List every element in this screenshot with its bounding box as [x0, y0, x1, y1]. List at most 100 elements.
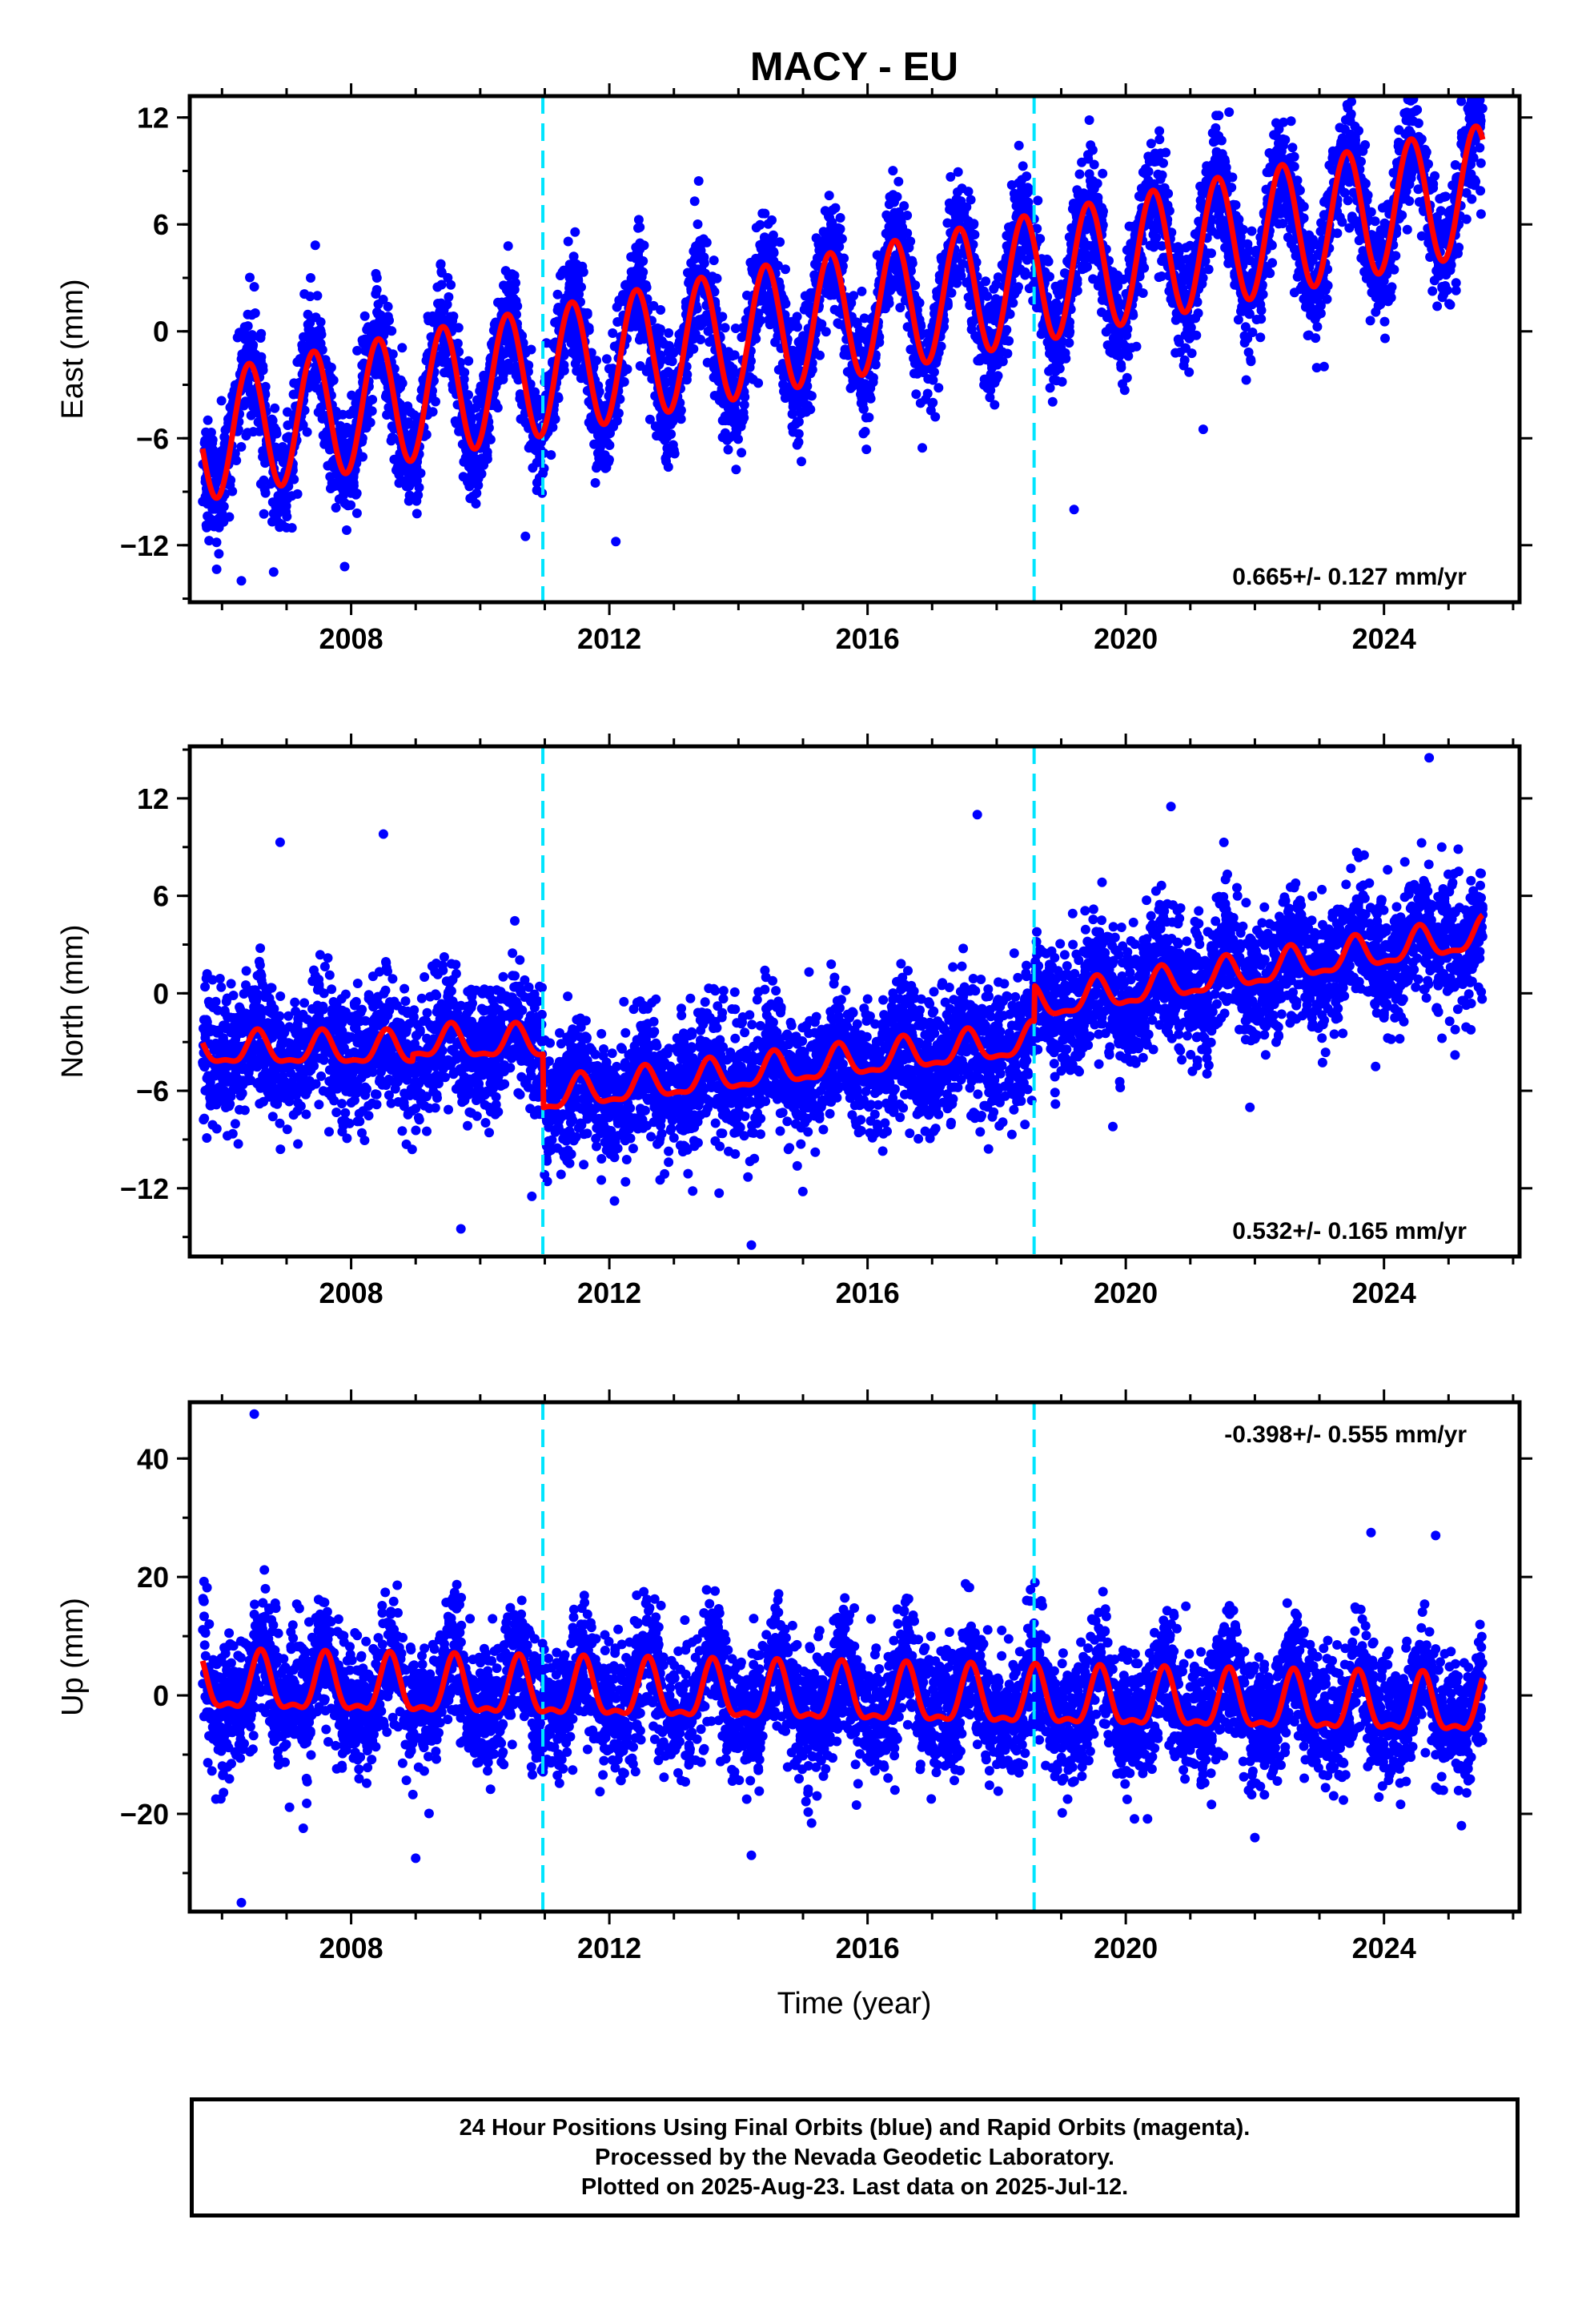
- east-point: [380, 392, 391, 402]
- east-point: [1033, 195, 1043, 206]
- east-point: [446, 279, 456, 290]
- east-point: [857, 286, 867, 296]
- east-point: [1343, 195, 1353, 206]
- east-point: [1122, 372, 1132, 383]
- east-point: [893, 217, 903, 227]
- east-point: [1287, 143, 1298, 153]
- east-point: [287, 523, 297, 533]
- east-point: [211, 537, 222, 548]
- east-point: [698, 234, 709, 244]
- east-point: [1312, 322, 1323, 332]
- east-point: [1411, 58, 1420, 68]
- east-point: [1404, 83, 1414, 93]
- east-point: [1430, 171, 1440, 181]
- east-point: [406, 407, 416, 417]
- east-point: [1246, 356, 1256, 367]
- east-point: [204, 536, 215, 546]
- east-point: [1349, 80, 1359, 90]
- east-point: [1022, 171, 1032, 182]
- east-point: [1244, 309, 1255, 319]
- east-point: [1319, 361, 1329, 372]
- east-point: [917, 443, 927, 453]
- east-point: [1126, 239, 1136, 249]
- east-point: [1006, 180, 1017, 190]
- east-point: [661, 453, 671, 464]
- east-point: [1018, 161, 1028, 171]
- east-point: [1157, 241, 1167, 251]
- east-point: [1350, 121, 1360, 131]
- east-point: [1432, 301, 1443, 312]
- east-point: [601, 354, 612, 364]
- east-scatter: [198, 58, 1488, 586]
- east-point: [929, 367, 939, 377]
- east-point: [1273, 60, 1283, 70]
- east-point: [302, 427, 312, 437]
- east-point: [1059, 268, 1070, 278]
- east-point: [1049, 375, 1059, 384]
- east-point: [763, 304, 773, 315]
- east-point: [934, 383, 944, 393]
- east-point: [664, 328, 674, 338]
- east-point: [247, 310, 257, 320]
- east-point: [953, 167, 963, 177]
- east-point: [351, 508, 362, 518]
- east-point: [726, 373, 737, 384]
- east-point: [1451, 278, 1461, 288]
- east-point: [312, 291, 323, 301]
- east-point: [570, 227, 580, 237]
- east-point: [1315, 227, 1326, 236]
- east-point: [675, 407, 685, 417]
- east-point: [1344, 177, 1355, 187]
- east-point: [1158, 158, 1168, 168]
- east-point: [1339, 124, 1350, 135]
- east-point: [214, 549, 224, 559]
- east-point: [1045, 383, 1055, 393]
- east-point: [851, 317, 861, 328]
- east-point: [1379, 316, 1390, 327]
- east-point: [412, 509, 422, 519]
- east-point: [1385, 286, 1395, 296]
- east-point: [648, 300, 659, 311]
- east-point: [203, 415, 213, 425]
- east-point: [328, 462, 339, 472]
- east-point: [1134, 191, 1144, 201]
- east-point: [1077, 157, 1087, 167]
- east-point: [1161, 147, 1171, 158]
- east-point: [781, 264, 790, 275]
- east-point: [889, 207, 900, 218]
- east-point: [306, 273, 315, 283]
- east-point: [1211, 123, 1221, 133]
- east-point: [1255, 332, 1266, 343]
- east-point: [1267, 240, 1277, 251]
- east-point: [270, 403, 280, 413]
- east-point: [957, 183, 967, 194]
- east-point: [1178, 360, 1189, 371]
- east-point: [1247, 226, 1257, 236]
- east-point: [299, 346, 309, 356]
- east-point: [790, 419, 801, 429]
- east-point: [892, 191, 902, 202]
- east-point: [588, 424, 598, 434]
- east-point: [1383, 296, 1393, 307]
- east-point: [1365, 316, 1375, 326]
- east-point: [310, 240, 320, 251]
- east-point: [1278, 219, 1288, 228]
- east-point: [682, 369, 693, 380]
- east-point: [1115, 339, 1126, 349]
- east-point: [793, 428, 804, 439]
- east-point: [1475, 143, 1485, 153]
- east-point: [1184, 367, 1195, 377]
- east-point: [1044, 366, 1054, 376]
- east-point: [663, 462, 673, 472]
- east-point: [267, 517, 277, 527]
- east-point: [895, 303, 905, 313]
- east-point: [720, 323, 730, 333]
- east-point: [1203, 264, 1214, 275]
- east-point: [888, 166, 898, 176]
- east-point: [635, 361, 645, 371]
- east-point: [1380, 333, 1390, 344]
- east-point: [696, 335, 705, 344]
- east-point: [1143, 151, 1154, 162]
- east-point: [966, 324, 977, 335]
